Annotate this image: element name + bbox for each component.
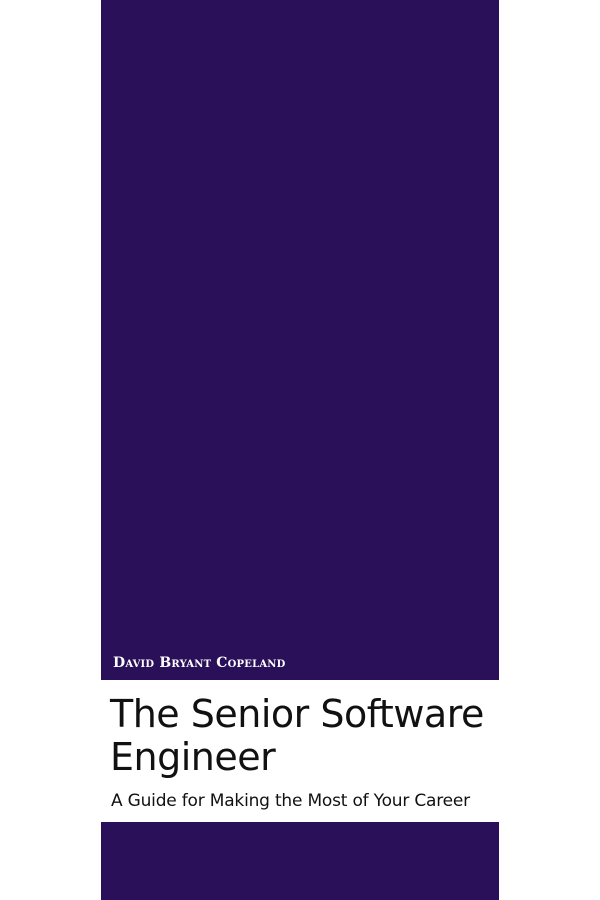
- cover-top-band: David Bryant Copeland: [101, 0, 499, 680]
- book-title: The Senior Software Engineer: [110, 692, 484, 779]
- author-name: David Bryant Copeland: [113, 655, 286, 671]
- cover-bottom-band: [101, 822, 499, 900]
- book-subtitle: A Guide for Making the Most of Your Care…: [111, 791, 470, 811]
